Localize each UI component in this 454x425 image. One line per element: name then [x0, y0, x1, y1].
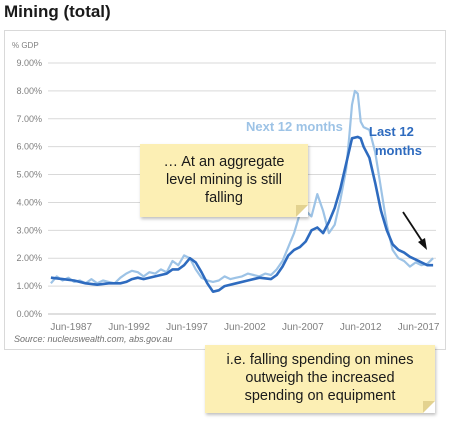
- series-lines: [50, 89, 434, 294]
- y-tick-label: 7.00%: [16, 114, 42, 124]
- note-line: level mining is still: [165, 172, 283, 188]
- series-label-last-12-line1: Last 12: [369, 124, 414, 139]
- y-tick-label: 1.00%: [16, 281, 42, 291]
- annotation-note-spending: i.e. falling spending on mines outweigh …: [205, 345, 435, 413]
- note-line: falling: [205, 190, 243, 206]
- series-label-last-12-line2: months: [375, 143, 422, 158]
- chart-title: Mining (total): [4, 2, 111, 21]
- note-fold: [423, 401, 435, 413]
- y-axis-label: % GDP: [12, 41, 39, 50]
- series-line-last-12-months: [50, 135, 434, 294]
- y-tick-label: 4.00%: [16, 197, 42, 207]
- trend-arrowhead: [418, 238, 427, 250]
- y-axis: 0.00% 1.00% 2.00% 3.00% 4.00% 5.00% 6.00% 7.00%…: [16, 58, 42, 319]
- x-tick-label: Jun-1997: [166, 322, 208, 333]
- note-line: spending on equipment: [244, 388, 396, 404]
- x-tick-label: Jun-2017: [398, 322, 440, 333]
- y-tick-label: 3.00%: [16, 225, 42, 235]
- x-tick-label: Jun-1987: [50, 322, 92, 333]
- source-note: Source: nucleuswealth.com, abs.gov.au: [14, 334, 172, 344]
- series-label-next-12: Next 12 months: [246, 119, 343, 134]
- y-tick-label: 5.00%: [16, 170, 42, 180]
- y-tick-label: 0.00%: [16, 309, 42, 319]
- y-tick-label: 2.00%: [16, 253, 42, 263]
- note-fold: [296, 205, 308, 217]
- trend-arrow: [402, 211, 425, 245]
- y-tick-label: 6.00%: [16, 142, 42, 152]
- line-chart: 0.00% 1.00% 2.00% 3.00% 4.00% 5.00% 6.00% 7.00%…: [12, 41, 440, 344]
- annotation-note-aggregate: … At an aggregate level mining is still …: [140, 144, 308, 217]
- x-tick-label: Jun-2002: [224, 322, 266, 333]
- x-tick-label: Jun-1992: [108, 322, 150, 333]
- note-line: i.e. falling spending on mines: [226, 352, 414, 368]
- x-axis: Jun-1987 Jun-1992 Jun-1997 Jun-2002 Jun-2007…: [48, 313, 440, 333]
- note-line: … At an aggregate: [163, 154, 285, 170]
- note-line: outweigh the increased: [245, 370, 395, 386]
- x-tick-label: Jun-2007: [282, 322, 324, 333]
- series-line-next-12-months: [50, 89, 434, 285]
- x-tick-label: Jun-2012: [340, 322, 382, 333]
- y-tick-label: 9.00%: [16, 58, 42, 68]
- y-tick-label: 8.00%: [16, 86, 42, 96]
